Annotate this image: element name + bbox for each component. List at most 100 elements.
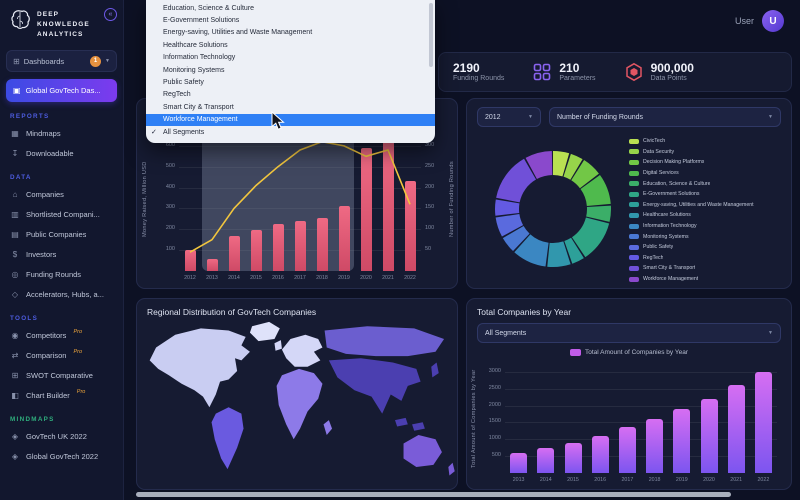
bar-2021[interactable] bbox=[727, 385, 745, 473]
bar-2016[interactable] bbox=[591, 435, 609, 473]
legend-label: E-Government Solutions bbox=[643, 191, 700, 198]
donut-legend-item-civictech[interactable]: CivicTech bbox=[629, 136, 785, 147]
metric-select[interactable]: Number of Funding Rounds ▼ bbox=[549, 107, 781, 127]
legend-swatch bbox=[629, 265, 639, 271]
bar-2014[interactable] bbox=[537, 447, 555, 473]
donut-legend-item-monitoring-systems[interactable]: Monitoring Systems bbox=[629, 231, 785, 242]
sidebar-item-shortlisted-compani[interactable]: ▥ Shortlisted Compani... bbox=[0, 204, 123, 224]
donut-segment-education-science-culture[interactable] bbox=[495, 151, 611, 267]
bar-2017[interactable] bbox=[294, 220, 306, 271]
sidebar-item-dashboards[interactable]: ⊞ Dashboards 1 ▼ bbox=[6, 50, 117, 73]
bar-2019[interactable] bbox=[673, 408, 691, 473]
donut-legend-item-healthcare-solutions[interactable]: Healthcare Solutions bbox=[629, 210, 785, 221]
map-region-europe[interactable] bbox=[281, 334, 323, 367]
bar-2013[interactable] bbox=[510, 452, 528, 473]
bar-2014[interactable] bbox=[228, 235, 240, 271]
donut-legend-item-regtech[interactable]: RegTech bbox=[629, 253, 785, 264]
map-region-north-america[interactable] bbox=[149, 328, 250, 408]
map-region-south-america[interactable] bbox=[211, 407, 244, 470]
sidebar-item-global-govtech-2022[interactable]: ◈ Global GovTech 2022 bbox=[0, 446, 123, 466]
sidebar-item-global-govtech-dashboard[interactable]: ▣ Global GovTech Das... bbox=[6, 79, 117, 103]
stat-label: Funding Rounds bbox=[453, 75, 505, 83]
map-region-europe[interactable] bbox=[274, 340, 282, 351]
bar-2012[interactable] bbox=[184, 250, 196, 271]
sidebar-item-downloadable[interactable]: ↧ Downloadable bbox=[0, 143, 123, 163]
sidebar-item-mindmaps[interactable]: ▦ Mindmaps bbox=[0, 123, 123, 143]
bar-2020[interactable] bbox=[700, 398, 718, 473]
bars-gridline bbox=[505, 422, 777, 424]
combo-x-label: 2016 bbox=[272, 275, 284, 281]
dropdown-item-all-segments[interactable]: ✓ All Segments bbox=[146, 126, 435, 138]
map-region-australia-oceania[interactable] bbox=[403, 435, 442, 467]
donut-legend-item-workforce-management[interactable]: Workforce Management bbox=[629, 274, 785, 285]
map-region-africa[interactable] bbox=[276, 368, 323, 440]
donut-legend-item-decision-making-platforms[interactable]: Decision Making Platforms bbox=[629, 157, 785, 168]
avatar[interactable]: U bbox=[762, 10, 784, 32]
user-menu[interactable]: User U bbox=[735, 10, 784, 32]
dropdown-item-workforce-management[interactable]: Workforce Management bbox=[146, 113, 435, 126]
donut-segment-regtech[interactable] bbox=[495, 151, 611, 267]
donut-legend-item-education-science-culture[interactable]: Education, Science & Culture bbox=[629, 178, 785, 189]
bar-2021[interactable] bbox=[382, 134, 394, 271]
sidebar-item-chart-builder[interactable]: ◧ Chart Builder Pro bbox=[0, 385, 123, 405]
year-select[interactable]: 2012 ▼ bbox=[477, 107, 541, 127]
dropdown-item-energy-saving-utilities-and-waste-management[interactable]: Energy-saving, Utilities and Waste Manag… bbox=[146, 27, 435, 39]
bar-2015[interactable] bbox=[250, 230, 262, 271]
sidebar-item-funding-rounds[interactable]: ◎ Funding Rounds bbox=[0, 264, 123, 284]
map-region-australia-oceania[interactable] bbox=[448, 462, 455, 476]
donut-legend-item-smart-city-transport[interactable]: Smart City & Transport bbox=[629, 263, 785, 274]
sidebar-item-govtech-uk-2022[interactable]: ◈ GovTech UK 2022 bbox=[0, 426, 123, 446]
bar-2016[interactable] bbox=[272, 224, 284, 271]
sidebar-item-companies[interactable]: ⌂ Companies bbox=[0, 184, 123, 204]
map-region-russia-central-asia[interactable] bbox=[324, 326, 445, 357]
dropdown-item-e-government-solutions[interactable]: E-Government Solutions bbox=[146, 14, 435, 26]
map-region-africa[interactable] bbox=[323, 420, 333, 435]
dropdown-item-monitoring-systems[interactable]: Monitoring Systems bbox=[146, 64, 435, 76]
legend-swatch bbox=[629, 255, 639, 261]
map-region-east-south-asia[interactable] bbox=[328, 358, 421, 414]
bar-2019[interactable] bbox=[338, 206, 350, 271]
sidebar-item-investors[interactable]: $ Investors bbox=[0, 244, 123, 264]
map-region-greenland[interactable] bbox=[249, 321, 280, 342]
bar-2018[interactable] bbox=[646, 419, 664, 473]
dropdown-item-regtech[interactable]: RegTech bbox=[146, 89, 435, 101]
bar-2013[interactable] bbox=[206, 258, 218, 271]
donut-legend-item-energy-saving-utilities-and-waste-management[interactable]: Energy-saving, Utilities and Waste Manag… bbox=[629, 200, 785, 211]
legend-item-total-amount-of-companies-by-year[interactable]: Total Amount of Companies by Year bbox=[570, 349, 688, 356]
investors-icon: $ bbox=[12, 249, 18, 259]
dropdown-item-information-technology[interactable]: Information Technology bbox=[146, 52, 435, 64]
donut-legend-item-information-technology[interactable]: Information Technology bbox=[629, 221, 785, 232]
sidebar-item-label: Shortlisted Compani... bbox=[26, 209, 100, 219]
bar-2022[interactable] bbox=[754, 371, 772, 473]
dropdown-list: Education, Science & Culture E-Government… bbox=[146, 2, 435, 138]
segment-select[interactable]: All Segments ▼ bbox=[477, 323, 781, 343]
bar-2015[interactable] bbox=[564, 442, 582, 473]
dropdown-scrollbar[interactable] bbox=[429, 3, 433, 67]
map-region-east-south-asia[interactable] bbox=[431, 362, 439, 378]
dropdown-item-healthcare-solutions[interactable]: Healthcare Solutions bbox=[146, 39, 435, 51]
donut-legend-item-digital-services[interactable]: Digital Services bbox=[629, 168, 785, 179]
donut-legend-item-public-safety[interactable]: Public Safety bbox=[629, 242, 785, 253]
donut-segment-civictech[interactable] bbox=[495, 151, 611, 267]
sidebar-item-swot-comparative[interactable]: ⊞ SWOT Comparative bbox=[0, 365, 123, 385]
dropdown-item-education-science-culture[interactable]: Education, Science & Culture bbox=[146, 2, 435, 14]
sidebar-item-comparison[interactable]: ⇄ Comparison Pro bbox=[0, 345, 123, 365]
bar-2017[interactable] bbox=[618, 427, 636, 473]
map-region-east-south-asia[interactable] bbox=[395, 417, 408, 427]
bar-2022[interactable] bbox=[404, 181, 416, 271]
scrollbar-thumb[interactable] bbox=[136, 492, 731, 497]
map-region-east-south-asia[interactable] bbox=[412, 422, 425, 431]
bar-2018[interactable] bbox=[316, 217, 328, 271]
sidebar-item-public-companies[interactable]: ▤ Public Companies bbox=[0, 224, 123, 244]
sidebar-item-accelerators-hubs-a[interactable]: ◇ Accelerators, Hubs, a... bbox=[0, 284, 123, 304]
dropdown-item-public-safety[interactable]: Public Safety bbox=[146, 76, 435, 88]
donut-segment-healthcare-solutions[interactable] bbox=[495, 151, 611, 267]
bar-2020[interactable] bbox=[360, 147, 372, 271]
dropdown-item-smart-city-transport[interactable]: Smart City & Transport bbox=[146, 101, 435, 113]
donut-legend-item-data-security[interactable]: Data Security bbox=[629, 147, 785, 158]
chevron-down-icon: ▼ bbox=[528, 114, 533, 120]
donut-legend-item-e-government-solutions[interactable]: E-Government Solutions bbox=[629, 189, 785, 200]
sidebar-item-competitors[interactable]: ◉ Competitors Pro bbox=[0, 325, 123, 345]
sidebar-collapse-button[interactable]: « bbox=[104, 8, 117, 21]
horizontal-scrollbar[interactable] bbox=[136, 491, 797, 498]
